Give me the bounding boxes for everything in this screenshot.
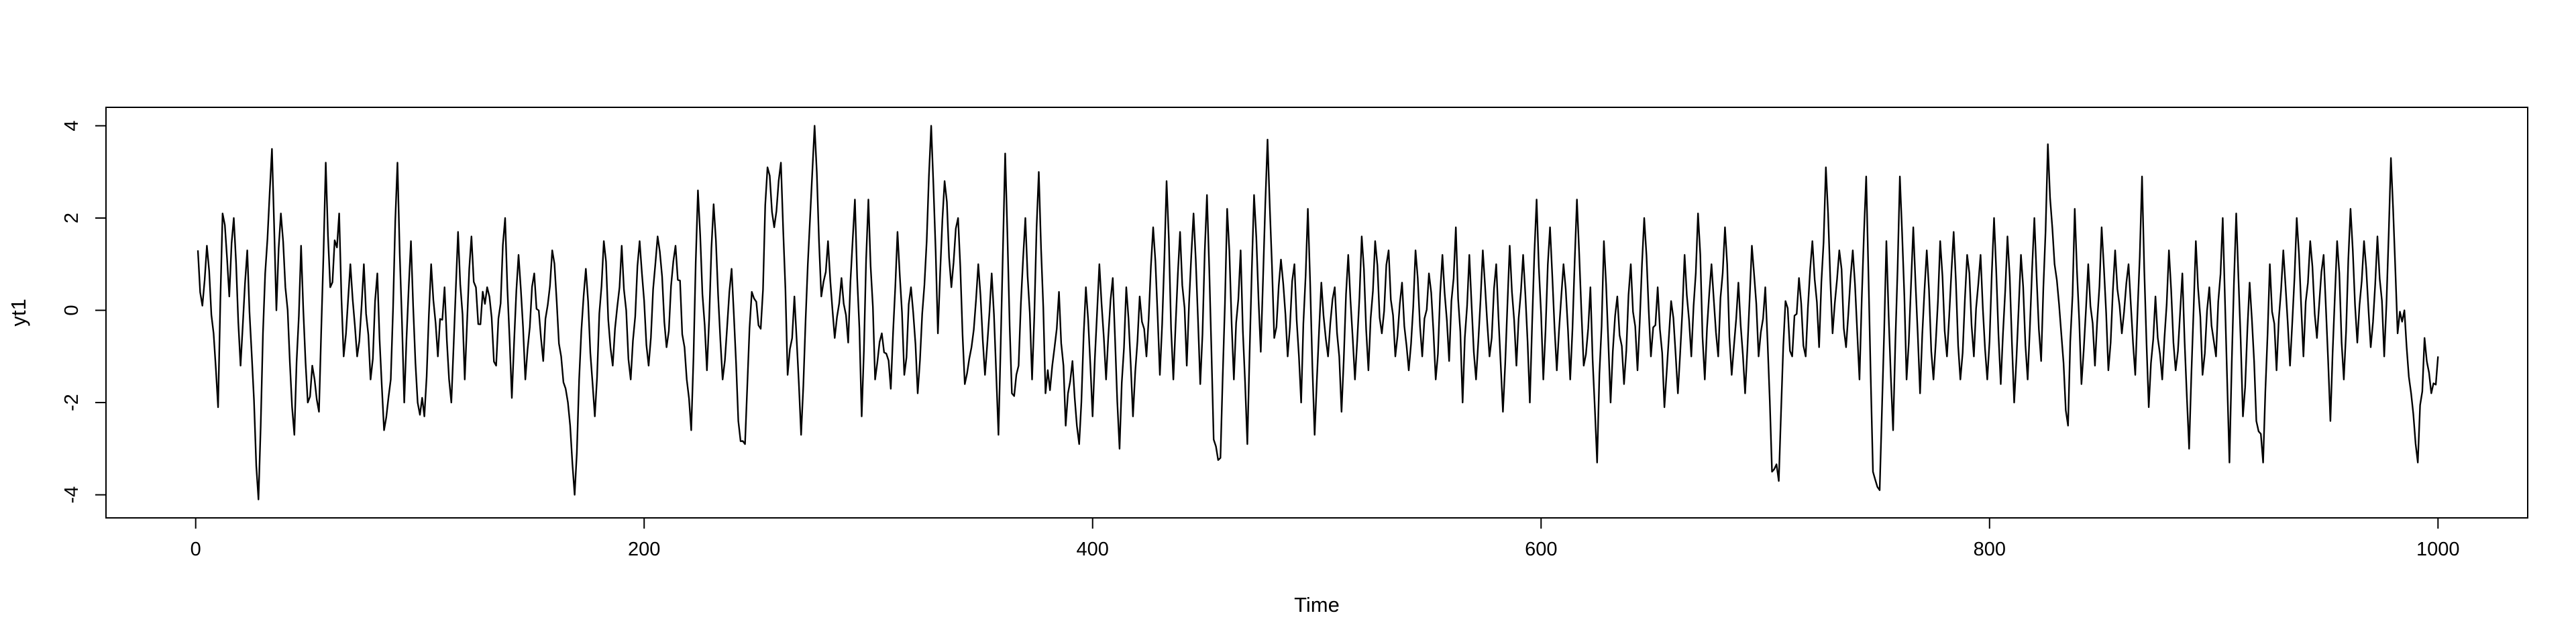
y-tick-label: 2 bbox=[61, 213, 83, 223]
y-tick-label: -4 bbox=[61, 486, 83, 504]
y-axis-label: yt1 bbox=[7, 299, 30, 326]
x-axis-label: Time bbox=[1294, 593, 1340, 616]
y-tick-label: -2 bbox=[61, 394, 83, 411]
y-axis-ticks: -4 -2 0 2 4 bbox=[61, 120, 106, 504]
y-tick-label: 0 bbox=[61, 305, 83, 315]
x-tick-label: 0 bbox=[191, 539, 201, 560]
x-tick-label: 400 bbox=[1077, 539, 1109, 560]
plot-frame bbox=[105, 107, 2528, 519]
x-tick-label: 1000 bbox=[2416, 539, 2460, 560]
series-line bbox=[197, 125, 2439, 500]
x-tick-label: 800 bbox=[1974, 539, 2006, 560]
y-tick-label: 4 bbox=[61, 120, 83, 131]
x-tick-label: 200 bbox=[628, 539, 660, 560]
x-axis-ticks: 0 200 400 600 800 1000 bbox=[191, 518, 2460, 560]
x-tick-label: 600 bbox=[1525, 539, 1557, 560]
